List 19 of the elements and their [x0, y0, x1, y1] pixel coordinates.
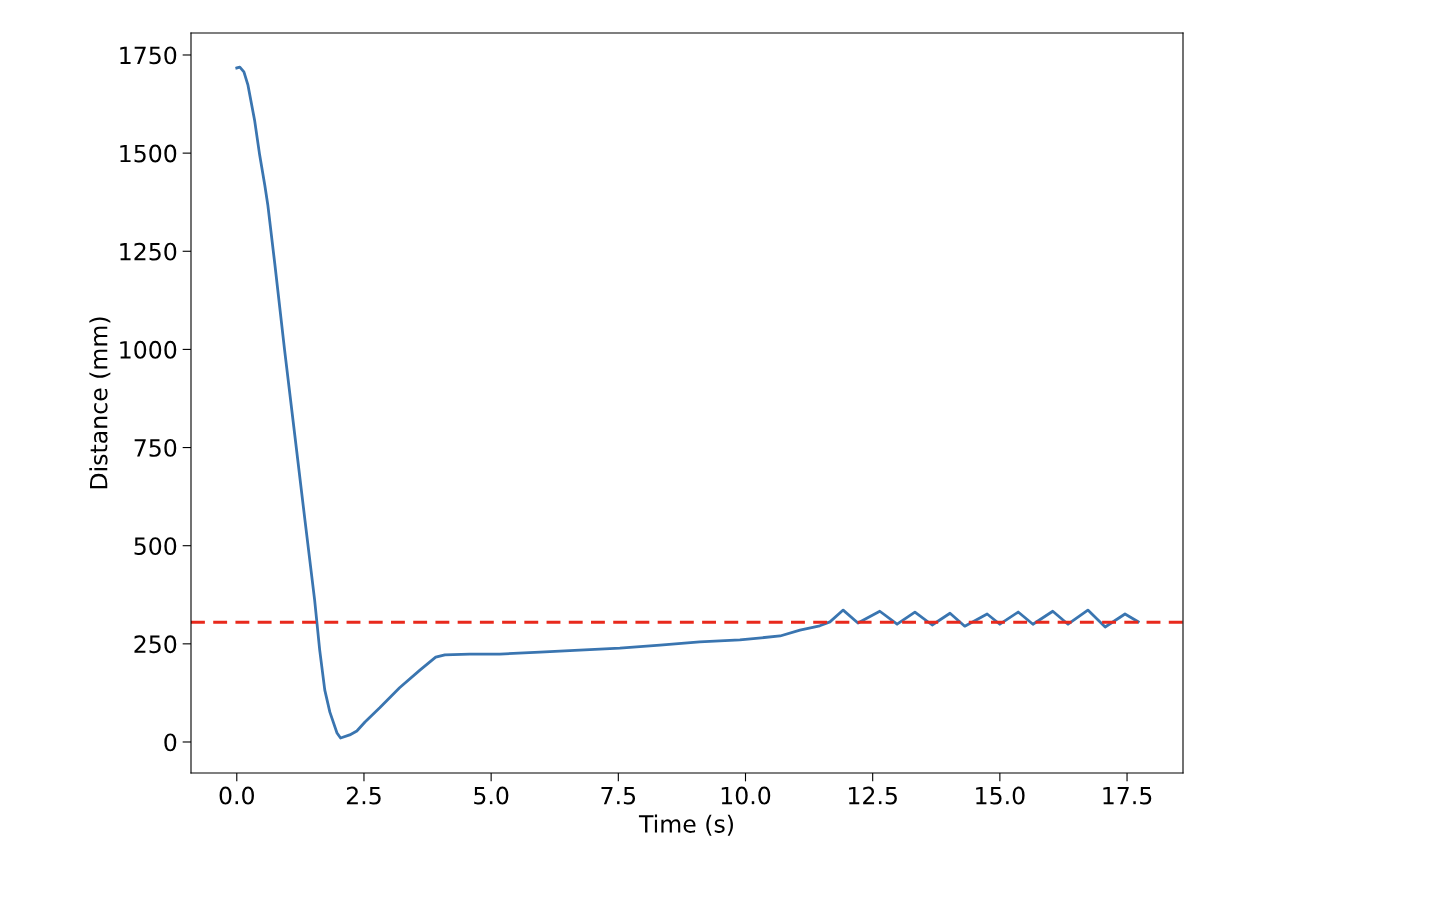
- x-axis-title: Time (s): [638, 814, 733, 836]
- y-tick-label: 1750: [120, 46, 177, 65]
- y-tick-label: 1000: [120, 340, 177, 359]
- y-tick-label: 1250: [120, 242, 177, 261]
- x-tick-label: 10.0: [721, 786, 771, 805]
- x-tick-label: 7.5: [601, 786, 636, 805]
- y-tick-label: 250: [134, 635, 177, 654]
- y-axis-title: Distance (mm): [89, 317, 111, 489]
- x-tick-label: 5.0: [474, 786, 509, 805]
- x-tick-label: 17.5: [1103, 786, 1152, 805]
- x-tick-label: 12.5: [848, 786, 897, 805]
- line-series: [235, 65, 1140, 740]
- y-tick-label: 1500: [120, 144, 177, 163]
- y-tick-label: 0: [164, 733, 177, 752]
- x-tick-label: 2.5: [346, 786, 381, 805]
- y-tick-label: 750: [134, 439, 177, 457]
- x-tick-label: 15.0: [976, 786, 1025, 805]
- y-tick-label: 500: [134, 537, 177, 556]
- x-tick-label: 0.0: [219, 786, 254, 805]
